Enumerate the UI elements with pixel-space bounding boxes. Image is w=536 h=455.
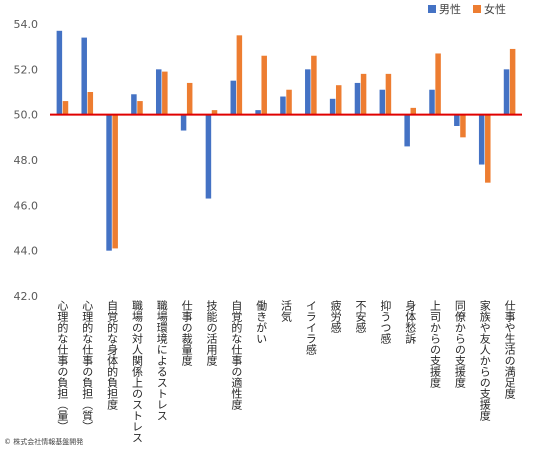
bar-female: [485, 114, 491, 183]
bar-female: [62, 101, 69, 115]
bar-male: [305, 69, 311, 115]
legend-swatch-male: [428, 5, 436, 13]
bar-male: [354, 82, 361, 115]
bar-male: [131, 94, 137, 115]
bar-female: [87, 92, 94, 115]
x-category-label: 職場環境によるストレス: [155, 300, 168, 421]
bar-female: [460, 114, 466, 138]
bar-male: [255, 110, 261, 115]
bar-female: [335, 85, 342, 115]
x-category-label: 職場の対人関係上のストレス: [130, 300, 143, 443]
y-tick-label: 52.0: [14, 63, 39, 76]
legend-swatch-female: [473, 5, 481, 13]
y-tick-label: 48.0: [14, 154, 39, 167]
bar-male: [81, 37, 87, 115]
bar-male: [205, 114, 212, 199]
bar-male: [155, 69, 162, 115]
bar-male: [106, 114, 112, 251]
bar-female: [435, 53, 441, 115]
y-tick-label: 44.0: [14, 245, 39, 258]
x-category-label: 仕事の裁量度: [180, 300, 193, 367]
bar-male: [404, 114, 410, 147]
y-tick-label: 54.0: [14, 18, 39, 31]
bar-male: [280, 96, 286, 115]
x-category-label: 仕事や生活の満足度: [503, 300, 516, 400]
x-category-label: イライラ感: [304, 300, 317, 355]
bar-male: [478, 114, 485, 165]
x-category-label: 自覚的な仕事の適性度: [230, 300, 243, 411]
x-category-label: 技能の活用度: [205, 300, 218, 367]
bar-male: [56, 30, 63, 115]
x-category-label: 疲労感: [329, 299, 342, 333]
bar-male: [329, 98, 336, 115]
bar-male: [230, 80, 237, 115]
bar-male: [503, 69, 510, 115]
x-category-label: 家族や友人からの支援度: [478, 299, 491, 422]
x-category-label: 抑うつ感: [379, 299, 392, 344]
bar-female: [137, 101, 143, 115]
bar-female: [211, 110, 218, 115]
x-category-label: 働きがい: [255, 300, 268, 344]
bar-male: [454, 114, 460, 126]
y-tick-label: 42.0: [14, 290, 39, 303]
bar-male: [429, 89, 435, 115]
bar-female: [410, 107, 417, 115]
bar-male: [379, 89, 386, 115]
bar-female: [385, 73, 392, 115]
legend-label-female: 女性: [484, 2, 506, 16]
x-category-label: 上司からの支援度: [429, 300, 442, 389]
copyright-text: © 株式会社情報基盤開発: [4, 438, 84, 446]
x-category-label: 不安感: [354, 300, 367, 333]
legend-label-male: 男性: [439, 2, 461, 16]
bar-female: [162, 71, 168, 115]
x-category-label: 心理的な仕事の負担（量）: [56, 300, 69, 432]
y-tick-label: 46.0: [14, 199, 39, 212]
bar-female: [360, 73, 367, 115]
x-category-label: 身体愁訴: [404, 299, 417, 344]
bar-female: [261, 55, 267, 115]
bar-male: [180, 114, 187, 131]
bar-female: [286, 89, 292, 115]
y-tick-label: 50.0: [14, 109, 39, 122]
x-category-label: 同僚からの支援度: [453, 300, 466, 389]
bar-female: [186, 82, 193, 115]
x-category-label: 心理的な仕事の負担（質）: [81, 300, 94, 432]
bar-female: [236, 35, 243, 115]
bar-female: [509, 48, 516, 115]
bar-female: [112, 114, 118, 249]
x-category-label: 活気: [280, 300, 293, 323]
x-category-label: 自覚的な身体的負担度: [106, 300, 119, 411]
bar-female: [311, 55, 317, 115]
